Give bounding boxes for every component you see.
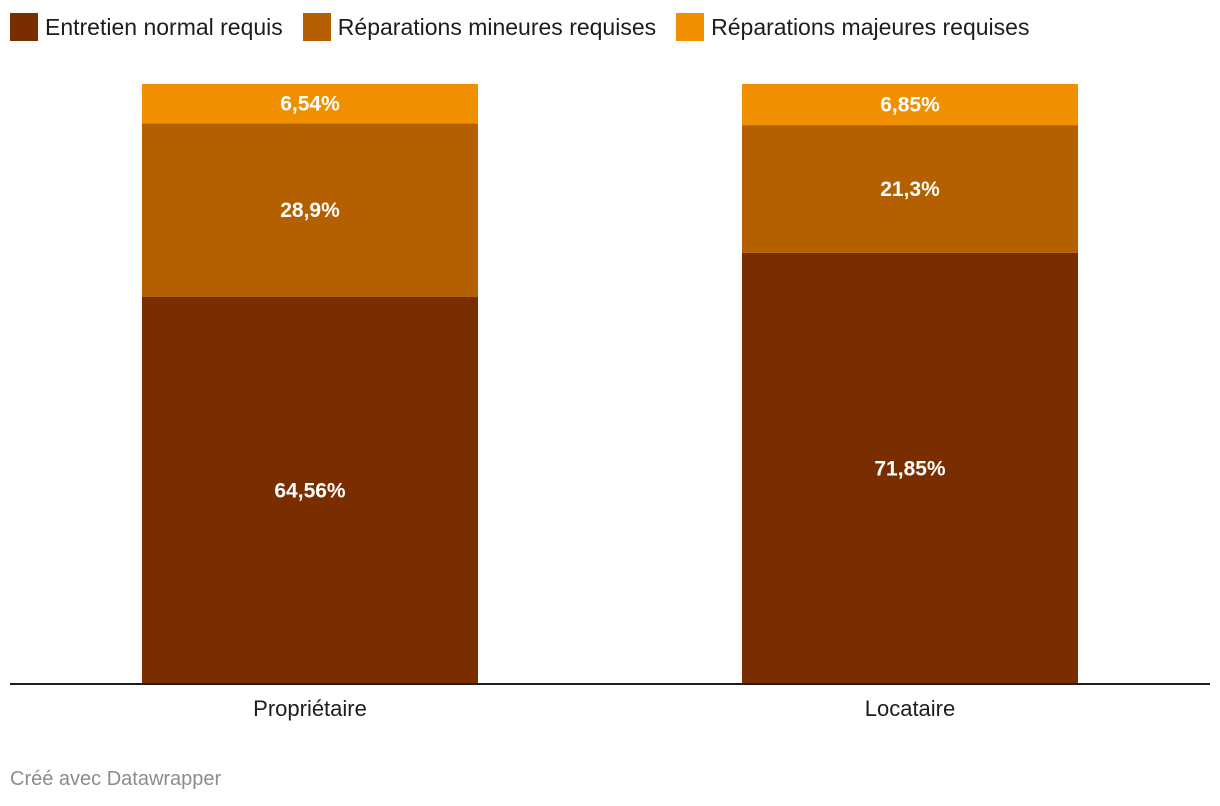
data-label-locataire-entretien-normal-requis: 71,85% [874,457,946,480]
bar-proprietaire-reparations-majeures-requises [142,84,478,124]
legend-label-reparations-majeures: Réparations majeures requises [711,13,1030,40]
legend-label-reparations-mineures: Réparations mineures requises [337,13,657,40]
legend-swatch-reparations-majeures [676,13,705,41]
data-label-proprietaire-entretien-normal-requis: 64,56% [274,479,346,502]
legend-item-reparations-mineures: Réparations mineures requises [302,13,657,41]
bar-proprietaire-entretien-normal-requis [142,296,478,684]
chart-legend: Entretien normal requis Réparations mine… [10,12,1049,42]
bar-locataire-reparations-mineures-requises [742,125,1078,253]
bar-locataire-reparations-majeures-requises [742,84,1078,126]
data-label-locataire-reparations-majeures-requises: 6,85% [880,94,940,117]
legend-swatch-entretien-normal [10,13,38,41]
x-tick-label-proprietaire: Propriétaire [253,696,367,721]
data-label-proprietaire-reparations-majeures-requises: 6,54% [280,93,340,116]
legend-swatch-reparations-mineures [302,13,331,41]
bar-locataire-entretien-normal-requis [742,252,1078,684]
bar-proprietaire-reparations-mineures-requises [142,123,478,297]
data-label-proprietaire-reparations-mineures-requises: 28,9% [280,199,340,222]
data-label-locataire-reparations-mineures-requises: 21,3% [880,178,940,201]
legend-item-reparations-majeures: Réparations majeures requises [676,13,1029,41]
legend-label-entretien-normal: Entretien normal requis [45,13,283,40]
x-tick-label-locataire: Locataire [865,696,956,721]
legend-item-entretien-normal: Entretien normal requis [10,13,283,41]
footer-credit: Créé avec Datawrapper [10,768,222,790]
